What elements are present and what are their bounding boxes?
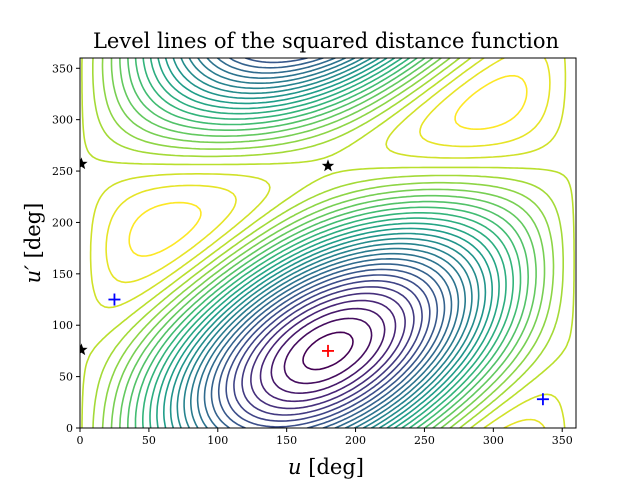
contour-level-29 [128, 74, 528, 257]
x-tick-label: 250 [414, 434, 435, 447]
contour-level-4 [250, 292, 406, 410]
plot-frame [79, 57, 577, 429]
contour-level-25 [92, 58, 564, 428]
y-tick-label: 200 [52, 216, 73, 229]
y-tick-label: 250 [52, 165, 73, 178]
contour-level-12 [190, 58, 466, 428]
contour-level-11 [196, 58, 460, 428]
y-axis-label-var: u′ [21, 265, 45, 284]
x-tick-label: 50 [142, 434, 156, 447]
x-tick-label: 300 [483, 434, 504, 447]
contour-level-17 [156, 58, 500, 428]
plus-marker-0 [322, 344, 334, 357]
contour-level-1 [283, 317, 373, 385]
contour-level-7 [225, 274, 431, 428]
contour-level-20 [134, 58, 522, 428]
x-axis-label-unit: [deg] [302, 455, 364, 479]
x-tick-label: 100 [207, 434, 228, 447]
x-axis-label-var: u [288, 455, 302, 479]
contour-level-8 [217, 58, 439, 428]
contour-lines [81, 58, 575, 428]
contour-level-3 [259, 299, 397, 403]
plus-marker-1 [108, 293, 121, 306]
x-tick-label: 200 [345, 434, 366, 447]
y-tick-label: 150 [52, 268, 73, 281]
x-axis-ticks: 0 50 100 150 200 250 300 350 [77, 428, 573, 447]
star-marker-3 [321, 159, 335, 172]
contour-level-23 [110, 58, 546, 428]
y-tick-label: 0 [66, 422, 73, 435]
markers [80, 157, 549, 406]
contour-level-9 [210, 58, 446, 428]
y-axis-label: u′ [deg] [21, 203, 45, 284]
y-tick-label: 300 [52, 114, 73, 127]
y-tick-label: 350 [52, 62, 73, 75]
x-axis-label: u [deg] [288, 455, 364, 479]
chart-title: Level lines of the squared distance func… [93, 29, 559, 53]
x-tick-label: 350 [552, 434, 573, 447]
contour-level-16 [163, 58, 493, 428]
y-axis-ticks: 0 50 100 150 200 250 300 350 [52, 62, 80, 435]
y-tick-label: 50 [59, 371, 73, 384]
star-marker-5 [80, 343, 88, 356]
contour-level-15 [169, 58, 487, 428]
y-tick-label: 100 [52, 319, 73, 332]
contour-level-10 [203, 58, 453, 428]
contour-level-5 [241, 286, 415, 416]
x-tick-label: 150 [276, 434, 297, 447]
contour-level-26 [81, 58, 575, 428]
contour-level-24 [101, 58, 555, 428]
x-tick-label: 0 [77, 434, 84, 447]
contour-level-19 [142, 58, 514, 428]
contour-level-2 [270, 307, 386, 394]
contour-level-18 [149, 58, 507, 428]
contour-level-0 [302, 331, 354, 371]
star-marker-4 [80, 157, 88, 170]
contour-level-13 [183, 58, 473, 428]
plus-marker-2 [536, 393, 549, 406]
contour-level-6 [233, 279, 423, 422]
contour-level-22 [119, 58, 537, 428]
y-axis-label-unit: [deg] [21, 203, 45, 265]
contour-level-14 [176, 58, 480, 428]
contour-level-21 [127, 58, 529, 428]
